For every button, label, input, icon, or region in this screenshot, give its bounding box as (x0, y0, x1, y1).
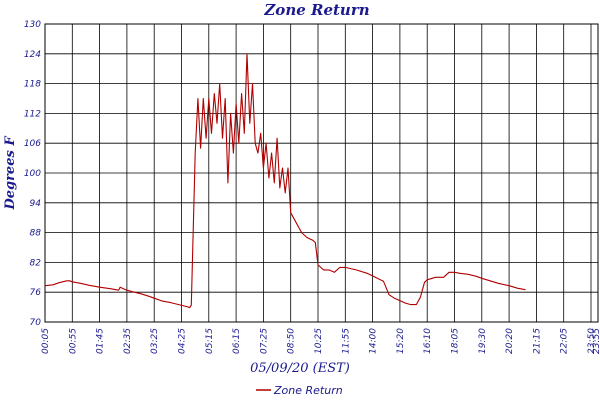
x-tick-label: 22:05 (560, 328, 570, 354)
chart-title: Zone Return (263, 1, 369, 19)
x-tick-label: 00:05 (41, 328, 51, 354)
x-tick-label: 07:25 (259, 328, 269, 354)
series-layer (44, 53, 526, 309)
y-tick-label: 112 (24, 109, 41, 119)
x-tick-labels: 00:05 00:55 01:45 02:35 03:25 04:25 05:15 06:15… (41, 328, 600, 354)
x-tick-label: 10:25 (314, 328, 324, 354)
x-tick-label: 04:25 (178, 328, 188, 354)
x-tick-label: 23:50 (587, 328, 597, 354)
x-tick-label: 06:15 (232, 328, 242, 354)
y-tick-label: 88 (30, 229, 42, 239)
x-tick-label: 01:45 (96, 328, 106, 354)
y-tick-label: 82 (30, 258, 42, 268)
y-tick-label: 76 (30, 288, 42, 298)
x-tick-label: 14:00 (369, 328, 379, 354)
y-tick-label: 94 (30, 199, 42, 209)
x-tick-label: 03:25 (150, 328, 160, 354)
x-tick-label: 05:15 (205, 328, 215, 354)
legend: Zone Return (256, 384, 343, 397)
y-tick-label: 118 (24, 80, 41, 90)
y-tick-label: 124 (24, 50, 41, 60)
x-tick-label: 18:05 (451, 328, 461, 354)
series-line-zone-return (44, 53, 526, 309)
x-tick-label: 02:35 (123, 328, 133, 354)
y-tick-label: 130 (24, 20, 41, 30)
x-tick-label: 21:15 (532, 328, 542, 354)
x-axis-label: 05/09/20 (EST) (250, 361, 350, 376)
legend-label: Zone Return (273, 384, 343, 397)
grid (44, 23, 598, 323)
x-tick-label: 00:55 (68, 328, 78, 354)
x-tick-label: 20:20 (505, 328, 515, 354)
x-tick-label: 11:55 (341, 328, 351, 354)
x-tick-label: 16:10 (423, 328, 433, 354)
y-tick-label: 70 (30, 318, 42, 328)
x-tick-label: 19:30 (478, 328, 488, 354)
plot-frame (44, 23, 599, 323)
x-tick-label: 23:55 (592, 328, 600, 354)
y-tick-labels: 70 76 82 88 94 100 106 112 118 124 130 (24, 20, 41, 328)
x-tick-label: 15:20 (396, 328, 406, 354)
y-tick-label: 100 (24, 169, 41, 179)
y-axis-label: Degrees F (3, 136, 18, 211)
x-tick-label: 08:50 (287, 328, 297, 354)
y-tick-label: 106 (24, 139, 41, 149)
